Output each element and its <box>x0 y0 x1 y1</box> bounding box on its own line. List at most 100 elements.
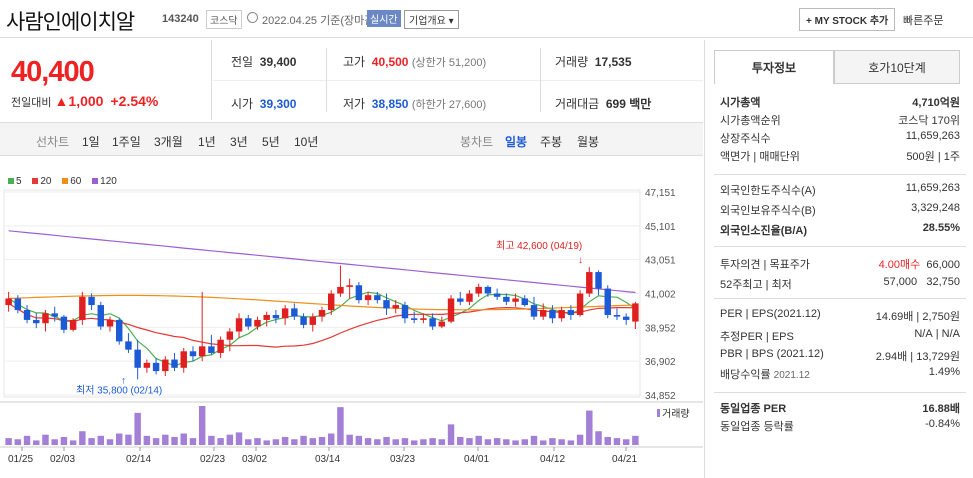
tab-1w[interactable]: 1주일 <box>112 135 141 149</box>
tab-10y[interactable]: 10년 <box>294 135 319 149</box>
row-est-per: 추정PER | EPS N/A | N/A <box>720 328 960 343</box>
volume-bar <box>189 438 197 445</box>
volume-bar <box>586 410 593 445</box>
legend-item-ma20: 20 <box>32 176 51 187</box>
volume-bar <box>447 424 455 445</box>
candle-body <box>549 310 556 319</box>
volume-bar <box>23 435 31 445</box>
candle-body <box>622 316 630 320</box>
tab-3y[interactable]: 3년 <box>230 135 248 149</box>
change-line: 전일대비 ▲1,000 +2.54% <box>11 93 158 110</box>
x-tick-label: 02/23 <box>200 454 225 465</box>
candle-body <box>530 305 538 317</box>
low-arrow: ↑ <box>121 375 126 386</box>
x-tick-label: 03/23 <box>390 454 415 465</box>
volume-bar <box>254 438 261 445</box>
divider <box>213 80 703 81</box>
volume-bar <box>364 438 372 445</box>
row-foreign-ratio: 외국인소진율(B/A) 28.55% <box>720 222 960 237</box>
low-annotation: 최저 35,800 (02/14) <box>76 384 162 396</box>
tab-daily[interactable]: 일봉 <box>505 135 528 149</box>
candle-body <box>595 272 602 289</box>
volume-bar <box>576 434 584 445</box>
y-tick-label: 38,952 <box>645 323 676 334</box>
tab-monthly[interactable]: 월봉 <box>577 135 600 149</box>
volume-bar <box>457 436 464 445</box>
my-stock-add-button[interactable]: + MY STOCK 추가 <box>799 8 896 31</box>
candle-body <box>115 319 123 342</box>
tab-invest-info[interactable]: 투자정보 <box>714 50 834 84</box>
low-label: 저가 <box>343 97 366 111</box>
volume-bar <box>484 439 492 445</box>
candlestick-chart[interactable]: 47,151 45,101 43,051 41,002 38,952 36,902 34,8… <box>0 180 703 478</box>
candle-body <box>180 351 187 368</box>
tab-weekly[interactable]: 주봉 <box>540 135 563 149</box>
divider <box>704 40 705 478</box>
candle-body <box>60 316 68 330</box>
candle-body <box>134 349 141 368</box>
company-info-dropdown[interactable]: 기업개요 ▾ <box>404 10 459 29</box>
realtime-badge[interactable]: 실시간 <box>367 10 401 27</box>
tab-3m[interactable]: 3개월 <box>154 135 183 149</box>
candle-body <box>337 286 344 294</box>
volume-bar <box>613 438 621 445</box>
volume-bar <box>291 439 298 445</box>
candle-body <box>208 346 215 353</box>
row-rank: 시가총액순위 코스닥 170위 <box>720 115 960 127</box>
ma-line-120 <box>8 230 636 294</box>
y-tick-label: 47,151 <box>645 188 676 199</box>
volume-bar <box>503 439 510 445</box>
high-label: 고가 <box>343 55 366 69</box>
volume-bar <box>521 439 529 445</box>
volume-bar <box>355 435 363 445</box>
candle-body <box>539 310 547 317</box>
candle-body <box>383 300 390 309</box>
divider <box>714 298 966 299</box>
candle-body <box>309 316 317 325</box>
legend: 5 20 60 120 <box>8 176 117 187</box>
volume-bar <box>51 439 58 445</box>
volume-bar <box>512 440 519 445</box>
row-foreign-limit: 외국인한도주식수(A) 11,659,263 <box>720 182 960 197</box>
amount-value: 699 <box>605 97 626 111</box>
row-per: PER | EPS(2021.12) 14.69배 | 2,750원 <box>720 308 960 323</box>
candle-body <box>420 318 427 320</box>
volume-bar <box>392 439 399 445</box>
x-tick-label: 04/21 <box>612 454 637 465</box>
tab-order-book[interactable]: 호가10단계 <box>834 50 960 84</box>
candle-body <box>558 310 565 319</box>
candle-body <box>521 298 529 306</box>
candle-body <box>457 298 464 302</box>
open-label: 시가 <box>231 97 254 111</box>
row-52w: 52주최고 | 최저 57,000 32,750 <box>720 276 960 291</box>
candle-body <box>5 298 12 306</box>
base-date: 2022.04.25 기준(장마감) <box>262 15 379 27</box>
amount-unit: 백만 <box>629 97 652 111</box>
volume-bar <box>217 438 224 445</box>
volume-bar <box>235 432 243 445</box>
quick-order-link[interactable]: 빠른주문 <box>903 15 944 27</box>
candle-body <box>364 295 372 301</box>
tab-5y[interactable]: 5년 <box>262 135 280 149</box>
candle-body <box>88 296 95 306</box>
price-box: 40,400 전일대비 ▲1,000 +2.54% <box>0 40 212 120</box>
volume-bar <box>558 439 565 445</box>
quote-grid: 전일 39,400 고가 40,500 (상한가 51,200) 거래량 17,… <box>213 40 703 120</box>
candle-body <box>69 319 77 330</box>
divider <box>326 48 327 112</box>
volume-bar <box>438 439 446 445</box>
stock-code: 143240 <box>162 13 199 25</box>
candle-body <box>318 310 326 317</box>
volume-bar <box>60 436 68 445</box>
volume-bar <box>549 438 556 445</box>
candle-body <box>374 295 381 301</box>
volume-bar <box>604 436 611 445</box>
candle-body <box>392 305 399 309</box>
volume-bar <box>198 406 206 445</box>
legend-swatch <box>8 178 14 185</box>
candle-body <box>632 303 639 322</box>
tab-1y[interactable]: 1년 <box>198 135 216 149</box>
volume-bar <box>337 407 344 445</box>
volume-bar <box>281 436 289 445</box>
tab-1d[interactable]: 1일 <box>82 135 100 149</box>
